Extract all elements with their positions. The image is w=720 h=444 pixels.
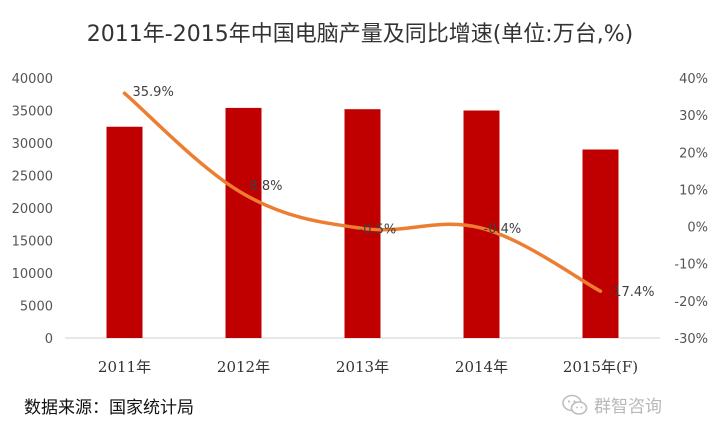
left-axis: 0 5000 10000 15000 20000 25000 30000 35000 40000 [12,72,53,347]
growth-data-label: -0.4% [484,222,522,237]
left-tick-label: 40000 [12,72,53,87]
x-tick-label: 2015年(F) [563,358,638,376]
x-tick-label: 2013年 [336,358,389,376]
growth-line [122,91,603,293]
right-tick-label: -20% [674,295,708,310]
growth-data-label: 35.9% [133,85,174,100]
bar [582,149,619,338]
watermark: 群智咨询 [562,392,662,417]
right-tick-label: 40% [679,72,708,87]
x-tick-label: 2012年 [217,358,270,376]
right-tick-label: -10% [674,258,708,273]
bar [106,126,143,338]
source-note: 数据来源：国家统计局 [24,398,194,418]
left-tick-label: 10000 [12,267,53,282]
bar-series [106,107,619,339]
growth-data-label: -0.5% [359,222,397,237]
left-tick-label: 5000 [20,300,53,315]
wechat-icon [562,394,588,415]
left-tick-label: 0 [45,332,53,347]
bar [225,107,262,339]
right-tick-label: -30% [674,332,708,347]
chart-title: 2011年-2015年中国电脑产量及同比增速(单位:万台,%) [87,22,633,47]
x-tick-label: 2011年 [98,358,151,376]
left-tick-label: 30000 [12,137,53,152]
left-tick-label: 35000 [12,105,53,120]
bar [344,109,381,338]
right-tick-label: 10% [679,183,708,198]
watermark-text: 群智咨询 [594,397,662,417]
left-tick-label: 25000 [12,170,53,185]
right-axis: -30% -20% -10% 0% 10% 20% 30% 40% [674,72,708,347]
right-tick-label: 0% [687,221,708,236]
x-tick-label: 2014年 [455,358,508,376]
growth-data-label: 8.8% [250,179,283,194]
right-tick-label: 30% [679,109,708,124]
line-series: 35.9% 8.8% -0.5% -0.4% -17.4% [122,85,655,300]
left-tick-label: 15000 [12,235,53,250]
left-tick-label: 20000 [12,202,53,217]
right-tick-label: 20% [679,146,708,161]
growth-data-label: -17.4% [609,285,655,300]
x-axis: 2011年 2012年 2013年 2014年 2015年(F) [98,358,638,376]
